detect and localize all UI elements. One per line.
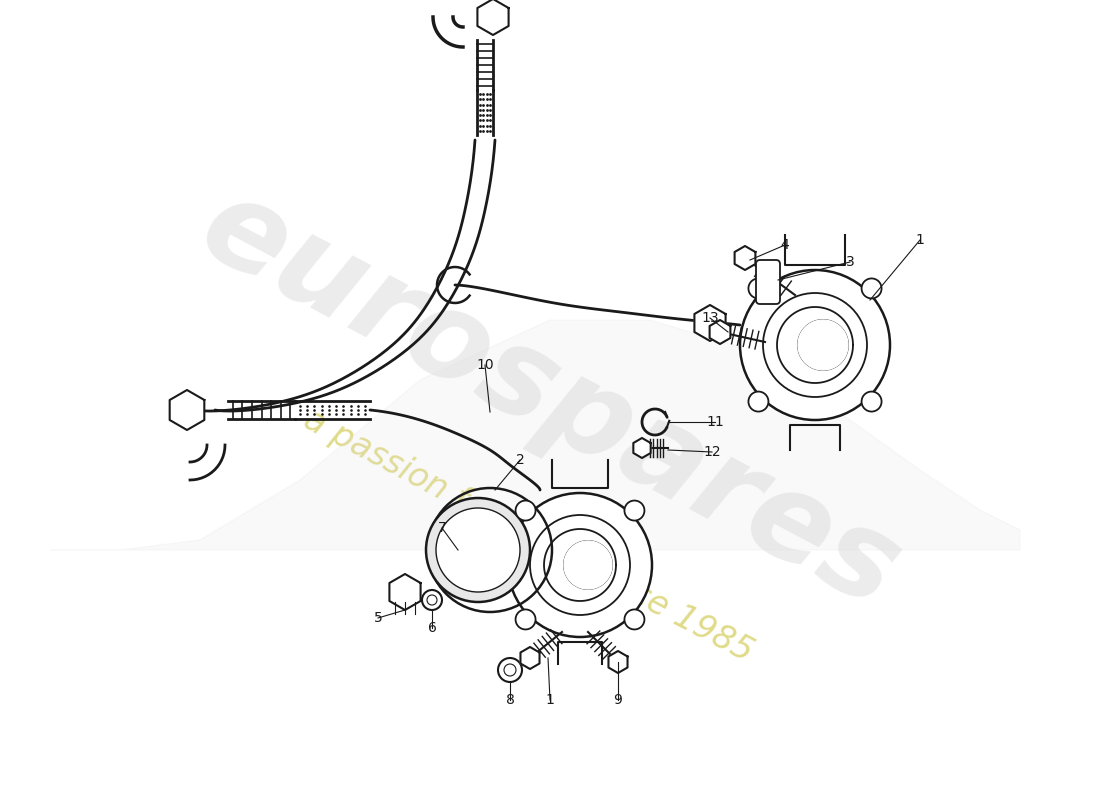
Text: 13: 13	[701, 311, 718, 325]
Polygon shape	[520, 647, 539, 669]
Polygon shape	[735, 246, 756, 270]
Circle shape	[508, 493, 652, 637]
Text: 12: 12	[703, 445, 720, 459]
Circle shape	[740, 270, 890, 420]
Text: 3: 3	[846, 255, 855, 269]
Polygon shape	[477, 0, 508, 35]
Polygon shape	[564, 541, 612, 589]
Text: 4: 4	[781, 238, 790, 252]
Circle shape	[625, 501, 645, 521]
Circle shape	[426, 498, 530, 602]
Text: 5: 5	[374, 611, 383, 625]
Text: a passion for parts since 1985: a passion for parts since 1985	[298, 403, 758, 669]
Text: 11: 11	[706, 415, 724, 429]
Polygon shape	[710, 320, 730, 344]
Text: 6: 6	[428, 621, 437, 635]
Polygon shape	[694, 305, 726, 341]
Text: 7: 7	[438, 521, 447, 535]
Polygon shape	[634, 438, 651, 458]
Circle shape	[427, 595, 437, 605]
Circle shape	[748, 278, 769, 298]
Polygon shape	[389, 574, 420, 610]
Circle shape	[516, 610, 536, 630]
Circle shape	[861, 391, 881, 411]
Text: 2: 2	[516, 453, 525, 467]
Polygon shape	[798, 320, 848, 370]
Polygon shape	[608, 651, 627, 673]
Circle shape	[498, 658, 522, 682]
Text: 9: 9	[614, 693, 623, 707]
Text: eurospares: eurospares	[182, 167, 918, 633]
Polygon shape	[169, 390, 205, 430]
Text: 10: 10	[476, 358, 494, 372]
FancyBboxPatch shape	[756, 260, 780, 304]
Circle shape	[748, 391, 769, 411]
Circle shape	[516, 501, 536, 521]
Circle shape	[436, 508, 520, 592]
Circle shape	[861, 278, 881, 298]
Text: 1: 1	[546, 693, 554, 707]
Circle shape	[504, 664, 516, 676]
Text: 1: 1	[915, 233, 924, 247]
Text: 8: 8	[506, 693, 515, 707]
Polygon shape	[50, 320, 1020, 550]
Circle shape	[422, 590, 442, 610]
Circle shape	[625, 610, 645, 630]
